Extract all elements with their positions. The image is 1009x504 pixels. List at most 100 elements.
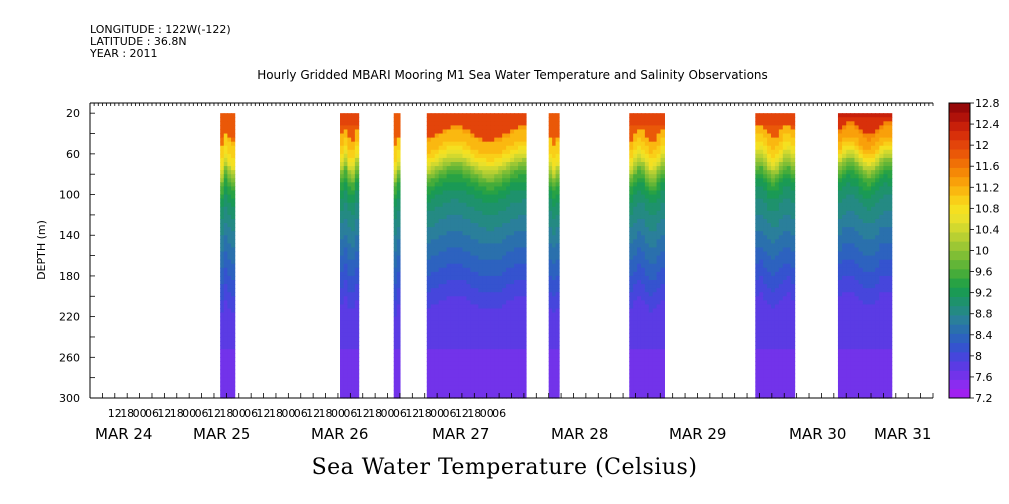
heatmap-cell	[462, 357, 468, 362]
heatmap-cell	[393, 174, 398, 179]
heatmap-cell	[875, 178, 880, 183]
heatmap-cell	[510, 113, 515, 118]
heatmap-cell	[502, 178, 507, 183]
heatmap-cell	[446, 288, 452, 293]
heatmap-cell	[227, 300, 232, 306]
heatmap-cell	[837, 316, 843, 322]
heatmap-cell	[490, 202, 495, 208]
heatmap-cell	[454, 141, 460, 147]
heatmap-cell	[548, 320, 553, 326]
heatmap-cell	[652, 259, 658, 265]
heatmap-cell	[854, 153, 860, 159]
heatmap-cell	[231, 255, 236, 261]
heatmap-cell	[774, 365, 780, 371]
heatmap-cell	[786, 353, 792, 358]
heatmap-cell	[506, 332, 511, 338]
heatmap-cell	[498, 357, 503, 362]
heatmap-cell	[786, 300, 792, 306]
heatmap-cell	[778, 316, 784, 322]
heatmap-cell	[343, 345, 349, 350]
heatmap-cell	[494, 324, 499, 330]
heatmap-cell	[842, 235, 847, 240]
heatmap-cell	[220, 308, 225, 314]
heatmap-cell	[343, 312, 349, 318]
heatmap-cell	[522, 357, 527, 362]
heatmap-cell	[552, 178, 557, 183]
heatmap-cell	[644, 259, 650, 265]
heatmap-cell	[640, 332, 646, 338]
heatmap-cell	[462, 194, 468, 200]
heatmap-cell	[782, 349, 788, 354]
heatmap-cell	[552, 149, 557, 155]
heatmap-cell	[518, 178, 523, 183]
heatmap-cell	[396, 218, 401, 224]
heatmap-cell	[552, 255, 557, 261]
heatmap-cell	[660, 369, 665, 375]
heatmap-cell	[778, 345, 784, 350]
heatmap-cell	[879, 218, 885, 224]
heatmap-cell	[478, 259, 483, 265]
heatmap-cell	[648, 182, 654, 188]
heatmap-cell	[347, 239, 352, 244]
heatmap-cell	[393, 263, 398, 269]
heatmap-cell	[862, 341, 868, 346]
heatmap-cell	[778, 133, 784, 139]
heatmap-cell	[450, 328, 456, 334]
heatmap-cell	[494, 182, 499, 188]
heatmap-cell	[633, 239, 638, 244]
heatmap-cell	[633, 259, 638, 265]
heatmap-cell	[887, 121, 893, 126]
heatmap-cell	[231, 259, 236, 265]
heatmap-cell	[454, 353, 460, 358]
heatmap-cell	[771, 312, 776, 318]
heatmap-cell	[644, 349, 650, 354]
heatmap-cell	[347, 178, 352, 183]
heatmap-cell	[474, 133, 479, 139]
heatmap-cell	[340, 202, 345, 208]
heatmap-cell	[426, 153, 432, 159]
heatmap-cell	[866, 341, 872, 346]
heatmap-cell	[482, 157, 487, 163]
heatmap-cell	[522, 341, 527, 346]
heatmap-cell	[486, 304, 491, 310]
heatmap-cell	[782, 284, 788, 289]
heatmap-cell	[850, 223, 856, 228]
heatmap-cell	[393, 381, 398, 387]
heatmap-cell	[879, 365, 885, 371]
heatmap-cell	[430, 385, 436, 391]
heatmap-cell	[518, 365, 523, 371]
heatmap-cell	[462, 239, 468, 244]
heatmap-cell	[879, 137, 885, 143]
heatmap-cell	[470, 304, 475, 310]
heatmap-cell	[227, 336, 232, 342]
heatmap-cell	[486, 198, 491, 204]
heatmap-cell	[862, 182, 868, 188]
heatmap-cell	[426, 223, 432, 228]
heatmap-cell	[846, 145, 851, 151]
heatmap-cell	[482, 263, 487, 269]
heatmap-cell	[466, 308, 472, 314]
heatmap-cell	[220, 133, 225, 139]
heatmap-cell	[858, 389, 864, 395]
heatmap-cell	[343, 357, 349, 362]
heatmap-cell	[393, 349, 398, 354]
heatmap-cell	[629, 316, 634, 322]
heatmap-cell	[223, 288, 228, 293]
heatmap-cell	[548, 332, 553, 338]
heatmap-cell	[629, 271, 634, 277]
heatmap-cell	[396, 190, 401, 196]
heatmap-cell	[494, 263, 499, 269]
heatmap-cell	[354, 149, 360, 155]
heatmap-cell	[522, 288, 527, 293]
heatmap-cell	[227, 223, 232, 228]
heatmap-cell	[640, 349, 646, 354]
heatmap-cell	[490, 239, 495, 244]
heatmap-cell	[552, 365, 557, 371]
heatmap-cell	[871, 162, 876, 167]
heatmap-cell	[871, 267, 876, 273]
heatmap-cell	[862, 304, 868, 310]
heatmap-cell	[771, 231, 776, 236]
heatmap-cell	[522, 259, 527, 265]
heatmap-cell	[552, 174, 557, 179]
heatmap-cell	[778, 186, 784, 192]
